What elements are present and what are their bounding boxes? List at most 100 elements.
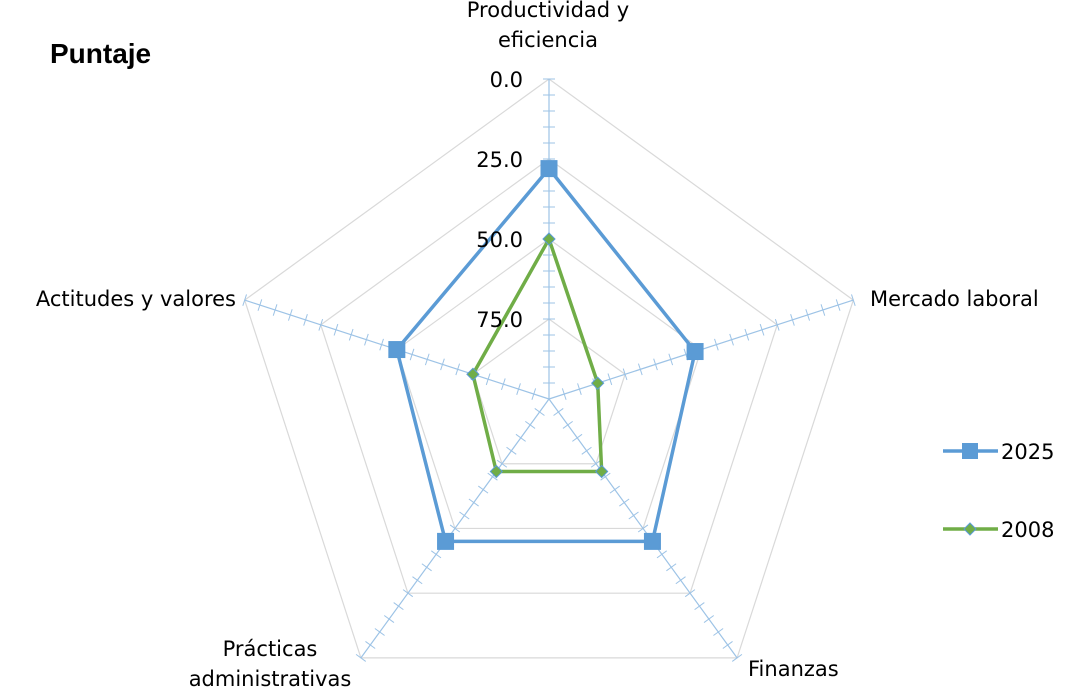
axis-tick xyxy=(383,615,395,623)
tick-label: 25.0 xyxy=(476,148,523,172)
series-line-2008 xyxy=(471,237,604,474)
grid xyxy=(243,78,855,659)
legend-marker-2008 xyxy=(963,522,977,536)
axis-tick xyxy=(272,304,278,316)
axis-tick xyxy=(703,615,715,623)
axis-tick xyxy=(515,433,526,442)
tick-label: 50.0 xyxy=(476,228,523,252)
axis-tick xyxy=(713,628,724,636)
axis-tick xyxy=(525,420,536,429)
axis-tick xyxy=(714,338,719,351)
category-label: Prácticas xyxy=(223,637,318,661)
axis-tick xyxy=(468,498,479,507)
axis-tick xyxy=(412,576,423,585)
gridline xyxy=(320,158,778,594)
axis-tick xyxy=(455,363,461,376)
category-label: Mercado laboral xyxy=(870,287,1039,311)
axis-tick xyxy=(731,653,743,662)
axis-tick xyxy=(675,576,686,585)
axis-tick xyxy=(365,641,376,649)
category-label: eficiencia xyxy=(498,28,598,52)
tick-label: 0.0 xyxy=(490,68,523,92)
axis-tick xyxy=(637,363,643,376)
axis-tick xyxy=(242,294,247,306)
data-point xyxy=(489,464,504,479)
gridline xyxy=(396,238,702,530)
axis-tick xyxy=(722,641,733,649)
axis-tick xyxy=(364,333,369,346)
axis-tick xyxy=(531,388,537,400)
axis-tick xyxy=(379,338,384,351)
tick-label: 75.0 xyxy=(476,308,523,332)
legend-label-2008: 2008 xyxy=(1001,518,1054,542)
data-point xyxy=(590,376,605,390)
radial-tick-labels: 0.0 25.0 50.0 75.0 xyxy=(476,68,523,332)
axis-tick xyxy=(409,348,415,361)
axis-tick xyxy=(694,602,705,611)
series-line-2025 xyxy=(395,166,697,544)
gridline xyxy=(472,318,626,465)
axis-tick xyxy=(496,459,508,468)
axis-tick xyxy=(287,309,293,321)
axis-tick xyxy=(402,589,414,598)
axis-tick xyxy=(607,373,613,386)
axis-tick xyxy=(348,328,354,341)
data-point xyxy=(686,343,704,361)
series xyxy=(388,160,704,550)
axis-tick xyxy=(355,653,367,662)
axis-tick xyxy=(506,446,517,455)
data-point xyxy=(594,464,609,479)
axis-tick xyxy=(805,309,811,321)
axis-tick xyxy=(562,420,573,429)
axis-tick xyxy=(600,472,611,481)
axis-tick xyxy=(424,353,430,366)
axis-tick xyxy=(790,314,795,326)
axis-tick xyxy=(619,498,630,507)
axis-tick xyxy=(774,318,780,331)
axis-tick xyxy=(553,408,564,416)
axis-tick xyxy=(485,373,491,386)
legend-label-2025: 2025 xyxy=(1001,440,1054,464)
legend-marker-2025 xyxy=(962,443,978,459)
axis-tick xyxy=(318,318,324,331)
axis-tick xyxy=(374,628,385,636)
axis-tick xyxy=(609,485,620,494)
data-point xyxy=(540,160,558,178)
axis-tick xyxy=(577,383,582,395)
axis-tick xyxy=(393,602,404,611)
axis-tick xyxy=(572,433,583,442)
data-point xyxy=(388,341,406,359)
axis-tick xyxy=(820,304,826,316)
category-label: Finanzas xyxy=(748,657,839,681)
axis-tick xyxy=(561,388,567,400)
axis-tick xyxy=(668,353,674,366)
axis-tick xyxy=(430,550,442,559)
axis-tick xyxy=(656,550,668,559)
axis-tick xyxy=(759,323,765,336)
axis-tick xyxy=(729,333,734,346)
axis-tick xyxy=(581,446,592,455)
axis-tick xyxy=(622,368,628,381)
gridline xyxy=(243,78,855,659)
category-labels: Productividad y eficiencia Mercado laboral… xyxy=(36,0,1039,691)
axis-tick xyxy=(637,524,649,533)
axis-tick xyxy=(478,485,489,494)
axis-tick xyxy=(628,511,639,520)
data-point xyxy=(437,532,455,550)
legend: 2025 2008 xyxy=(943,440,1054,542)
data-point xyxy=(466,367,480,381)
chart-title: Puntaje xyxy=(50,38,152,69)
axis-tick xyxy=(459,511,470,520)
category-label: Productividad y xyxy=(467,0,629,22)
axis-tick xyxy=(684,589,696,598)
axis-tick xyxy=(666,563,677,572)
data-point xyxy=(643,532,661,550)
axis-tick xyxy=(653,358,658,371)
data-point xyxy=(542,232,556,246)
axis-tick xyxy=(487,472,498,481)
category-label: Actitudes y valores xyxy=(36,287,236,311)
axis-tick xyxy=(440,358,445,371)
axis-tick xyxy=(516,383,521,395)
axis-tick xyxy=(501,378,506,391)
axis-tick xyxy=(449,524,461,533)
